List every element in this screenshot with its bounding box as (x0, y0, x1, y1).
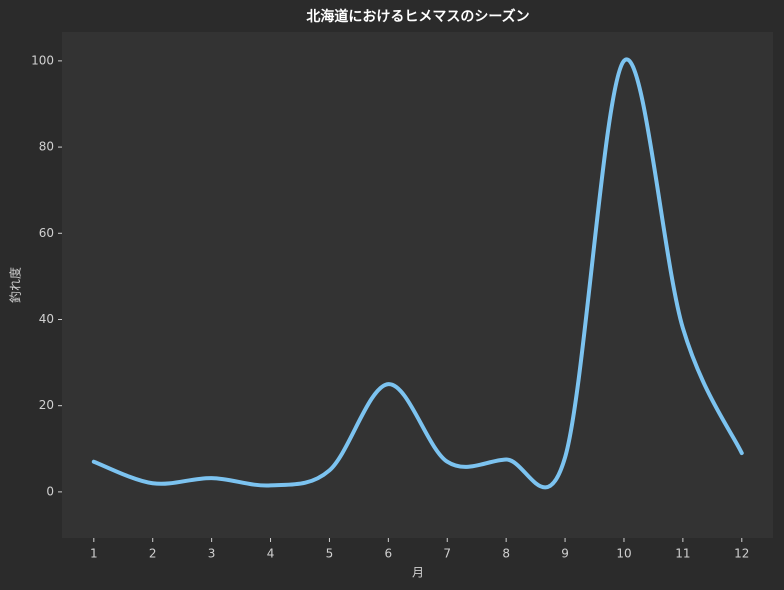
x-tick-label: 12 (734, 547, 749, 561)
x-tick-label: 10 (616, 547, 631, 561)
x-axis-label: 月 (412, 566, 424, 580)
chart-title: 北海道におけるヒメマスのシーズン (306, 8, 529, 25)
plot-area (62, 32, 773, 538)
y-tick-label: 0 (46, 484, 54, 498)
y-tick-label: 20 (39, 398, 54, 412)
y-tick-label: 60 (39, 226, 54, 240)
x-tick-label: 9 (561, 547, 569, 561)
x-tick-label: 5 (326, 547, 334, 561)
x-tick-label: 1 (90, 547, 98, 561)
y-axis-label: 釣れ度 (8, 267, 23, 303)
x-tick-label: 11 (675, 547, 690, 561)
x-tick-label: 8 (502, 547, 510, 561)
y-tick-label: 100 (31, 53, 54, 67)
y-tick-label: 80 (39, 140, 54, 154)
x-tick-label: 7 (443, 547, 451, 561)
x-tick-label: 4 (267, 547, 275, 561)
x-tick-label: 6 (385, 547, 393, 561)
x-tick-label: 3 (208, 547, 216, 561)
x-tick-label: 2 (149, 547, 157, 561)
line (91, 57, 744, 490)
y-tick-label: 40 (39, 312, 54, 326)
